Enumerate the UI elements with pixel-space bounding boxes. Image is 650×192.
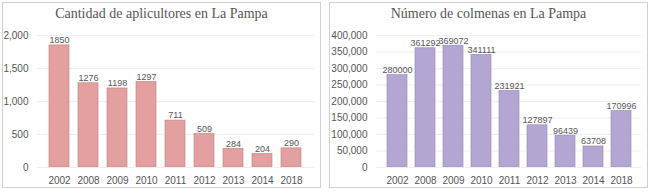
svg-text:2014: 2014 xyxy=(251,175,274,186)
svg-text:1297: 1297 xyxy=(136,72,156,82)
svg-text:711: 711 xyxy=(168,110,182,120)
svg-text:170996: 170996 xyxy=(606,101,636,111)
svg-text:2008: 2008 xyxy=(414,175,437,186)
svg-text:1850: 1850 xyxy=(49,35,69,45)
svg-text:63708: 63708 xyxy=(581,136,606,146)
svg-text:1,000: 1,000 xyxy=(3,96,28,107)
svg-text:1276: 1276 xyxy=(78,73,98,83)
svg-text:280000: 280000 xyxy=(382,65,412,75)
svg-text:50,000: 50,000 xyxy=(337,145,368,156)
svg-text:2014: 2014 xyxy=(582,175,605,186)
svg-text:2002: 2002 xyxy=(48,175,71,186)
svg-text:2018: 2018 xyxy=(280,175,303,186)
svg-text:2002: 2002 xyxy=(386,175,409,186)
svg-text:341111: 341111 xyxy=(467,45,495,55)
svg-text:369072: 369072 xyxy=(438,36,468,46)
svg-text:0: 0 xyxy=(23,162,29,173)
svg-text:500: 500 xyxy=(12,129,29,140)
svg-text:2009: 2009 xyxy=(442,175,465,186)
svg-text:204: 204 xyxy=(255,144,270,154)
svg-text:2008: 2008 xyxy=(77,175,100,186)
svg-text:2012: 2012 xyxy=(193,175,216,186)
svg-text:2010: 2010 xyxy=(470,175,493,186)
svg-text:100,000: 100,000 xyxy=(331,129,368,140)
svg-text:2010: 2010 xyxy=(135,175,158,186)
svg-text:300,000: 300,000 xyxy=(331,63,368,74)
svg-text:509: 509 xyxy=(197,124,212,134)
svg-text:400,000: 400,000 xyxy=(331,30,368,41)
svg-text:284: 284 xyxy=(226,139,241,149)
svg-text:361292: 361292 xyxy=(410,38,440,48)
svg-text:290: 290 xyxy=(284,138,299,148)
svg-text:2011: 2011 xyxy=(165,175,187,186)
svg-text:2011: 2011 xyxy=(499,175,521,186)
svg-text:2,000: 2,000 xyxy=(3,30,28,41)
svg-text:231921: 231921 xyxy=(494,81,524,91)
svg-text:2009: 2009 xyxy=(106,175,129,186)
svg-text:1,500: 1,500 xyxy=(3,63,28,74)
svg-text:0: 0 xyxy=(362,162,368,173)
svg-text:350,000: 350,000 xyxy=(331,46,368,57)
svg-text:2013: 2013 xyxy=(554,175,577,186)
svg-text:150,000: 150,000 xyxy=(331,112,368,123)
svg-text:127897: 127897 xyxy=(522,115,552,125)
svg-text:2012: 2012 xyxy=(526,175,549,186)
svg-text:96439: 96439 xyxy=(553,126,578,136)
html-text:Cantidad de aplicultores en La: Cantidad de aplicultores en La Pampa xyxy=(55,6,268,21)
html-text:Número de colmenas en La Pampa: Número de colmenas en La Pampa xyxy=(390,6,587,21)
svg-text:250,000: 250,000 xyxy=(331,79,368,90)
svg-text:200,000: 200,000 xyxy=(331,96,368,107)
svg-text:2018: 2018 xyxy=(610,175,633,186)
svg-text:1198: 1198 xyxy=(108,78,127,88)
svg-text:2013: 2013 xyxy=(222,175,245,186)
